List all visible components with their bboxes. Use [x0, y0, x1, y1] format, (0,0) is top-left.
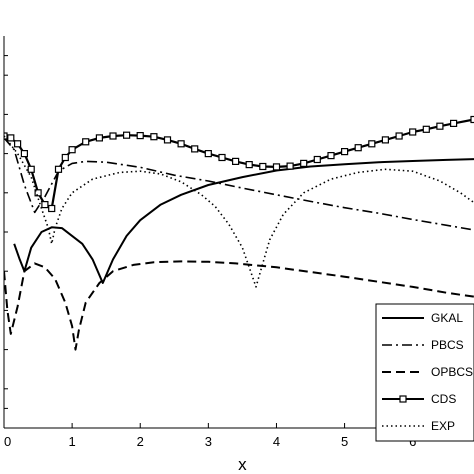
x-tick-label: 4 — [273, 434, 280, 449]
data-point — [4, 132, 8, 140]
data-point — [354, 144, 362, 152]
data-point — [470, 115, 474, 124]
data-point — [313, 155, 321, 164]
data-point — [109, 132, 117, 140]
x-tick-label: 2 — [137, 434, 144, 449]
x-tick-label: 3 — [205, 434, 212, 449]
legend-label: EXP — [431, 419, 455, 433]
x-tick-label: 1 — [68, 434, 75, 449]
series-line-opbcs — [4, 260, 474, 351]
series-layer — [4, 115, 474, 351]
data-point — [245, 161, 253, 169]
legend-item: OPBCS — [382, 365, 473, 379]
data-point — [204, 150, 212, 158]
data-point — [150, 133, 158, 141]
data-point — [191, 145, 199, 153]
legend-label: OPBCS — [431, 365, 473, 379]
legend-item: GKAL — [382, 311, 463, 325]
series-gkal — [13, 158, 474, 284]
data-point — [68, 146, 76, 154]
x-tick-label: 0 — [4, 434, 11, 449]
data-point — [300, 159, 308, 167]
tick-layer: 0123456 — [3, 55, 416, 449]
data-point — [368, 140, 376, 148]
legend-label: PBCS — [431, 338, 464, 352]
data-point — [48, 204, 56, 213]
data-point — [436, 122, 444, 130]
data-point — [218, 153, 226, 162]
x-axis-title: x — [238, 455, 247, 474]
data-point — [34, 189, 42, 197]
data-point — [95, 134, 104, 142]
series-line-pbcs — [4, 137, 474, 231]
data-point — [20, 150, 28, 158]
series-cds — [4, 115, 474, 213]
data-point — [450, 119, 458, 128]
data-point — [177, 140, 185, 148]
legend-label: GKAL — [431, 311, 463, 325]
legend-item: EXP — [382, 419, 455, 433]
data-point — [82, 138, 90, 146]
data-point — [163, 136, 172, 144]
legend: GKAL PBCS OPBCS CDS EXP — [375, 303, 474, 442]
series-line-exp — [4, 135, 474, 288]
x-tick-label: 5 — [341, 434, 348, 449]
data-point — [272, 163, 281, 171]
data-point — [54, 165, 63, 173]
series-exp — [4, 135, 474, 288]
legend-marker — [399, 395, 407, 403]
legend-label: CDS — [431, 392, 456, 406]
data-point — [122, 131, 131, 139]
legend-item: CDS — [382, 392, 456, 406]
data-point — [41, 201, 49, 209]
data-point — [7, 134, 15, 142]
data-point — [341, 148, 349, 156]
data-point — [136, 132, 144, 140]
data-point — [422, 125, 430, 133]
series-opbcs — [4, 260, 474, 351]
legend-item: PBCS — [382, 338, 464, 352]
data-point — [61, 153, 69, 162]
data-point — [27, 165, 35, 173]
data-point — [409, 128, 417, 136]
data-point — [232, 157, 240, 165]
series-pbcs — [4, 137, 474, 231]
data-point — [14, 140, 22, 148]
data-point — [286, 162, 294, 170]
data-point — [381, 136, 389, 144]
legend-box — [375, 303, 474, 442]
series-line-gkal — [13, 158, 474, 284]
data-point — [327, 152, 335, 160]
data-point — [395, 132, 403, 140]
data-point — [259, 162, 267, 171]
